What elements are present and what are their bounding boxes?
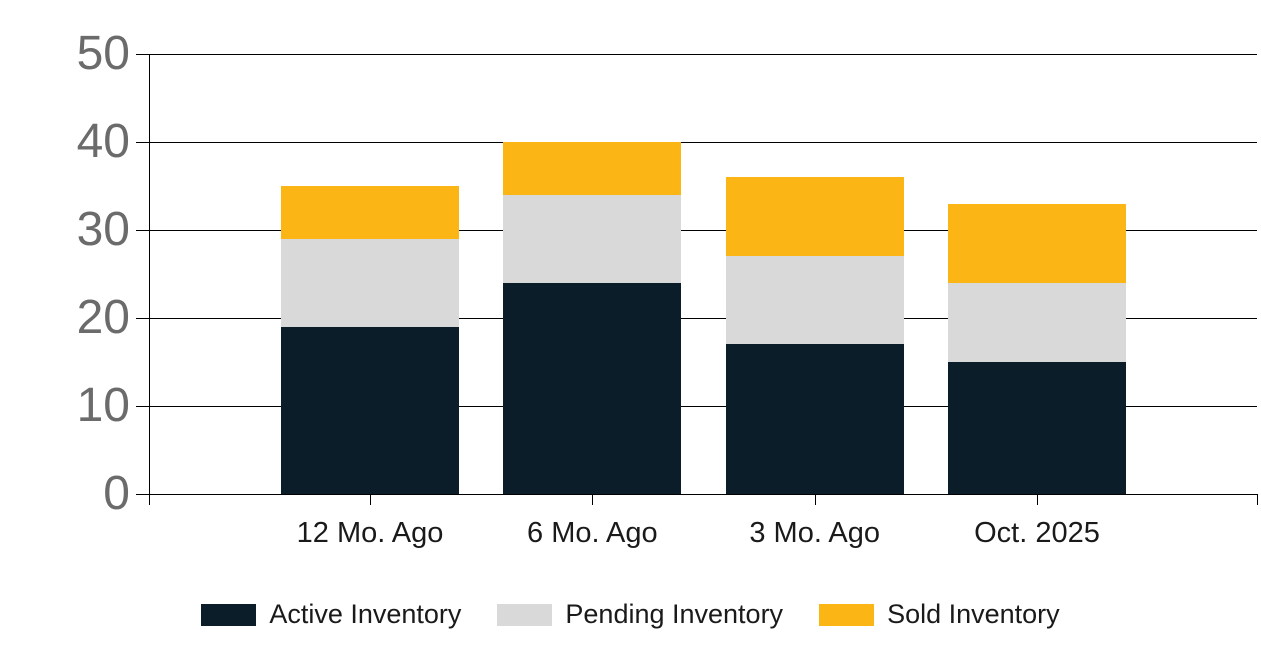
bar-12-mo-ago [281,186,459,494]
gridline-y-30 [136,230,1257,231]
bar-segment-active-inventory [503,282,682,494]
gridline-y-50 [136,54,1257,55]
y-axis-tick-label: 40 [76,115,130,168]
y-axis-tick-label: 10 [76,379,130,432]
x-axis-category-label: 12 Mo. Ago [296,517,444,549]
x-axis-tick-mark [1036,494,1038,505]
bar-segment-sold-inventory [503,142,682,195]
x-axis-tick-mark [814,494,816,505]
bar-segment-sold-inventory [947,203,1126,283]
x-axis-tick-mark [370,494,371,505]
x-axis-tick-mark [1257,494,1258,505]
gridline-y-10 [136,406,1257,407]
legend-item-sold-inventory: Sold Inventory [819,599,1060,630]
legend-item-active-inventory: Active Inventory [201,599,461,630]
bar-segment-pending-inventory [503,194,682,283]
legend-swatch-icon [201,603,257,626]
legend-label: Sold Inventory [887,599,1060,629]
bar-segment-active-inventory [281,326,459,494]
x-axis-category-label: 3 Mo. Ago [749,517,880,549]
bar-segment-sold-inventory [281,186,459,239]
y-axis-tick-label: 50 [76,27,130,80]
legend-label: Active Inventory [269,599,462,629]
gridline-y-20 [136,318,1257,319]
bar-3-mo-ago [725,177,904,494]
x-axis-category-label: Oct. 2025 [974,517,1100,549]
bar-oct-2025 [947,203,1126,494]
legend-label: Pending Inventory [565,599,784,629]
bar-segment-sold-inventory [725,177,904,257]
bar-segment-active-inventory [725,344,904,494]
legend-item-pending-inventory: Pending Inventory [497,599,783,630]
bar-segment-pending-inventory [281,238,459,327]
y-axis-tick-label: 20 [76,291,130,344]
x-axis-tick-mark [149,494,150,505]
gridline-y-0 [136,494,1257,495]
chart-legend: Active Inventory Pending Inventory Sold In… [0,599,1261,630]
y-axis-tick-label: 0 [103,467,130,520]
bar-segment-pending-inventory [947,282,1126,362]
legend-swatch-icon [819,603,875,626]
x-axis-category-label: 6 Mo. Ago [527,517,658,549]
gridline-y-40 [136,142,1257,143]
legend-swatch-icon [497,603,553,626]
y-axis-line [149,54,150,505]
bar-6-mo-ago [503,142,682,494]
bar-segment-active-inventory [947,362,1126,494]
bar-segment-pending-inventory [725,256,904,345]
x-axis-tick-mark [592,494,594,505]
y-axis-tick-label: 30 [76,203,130,256]
